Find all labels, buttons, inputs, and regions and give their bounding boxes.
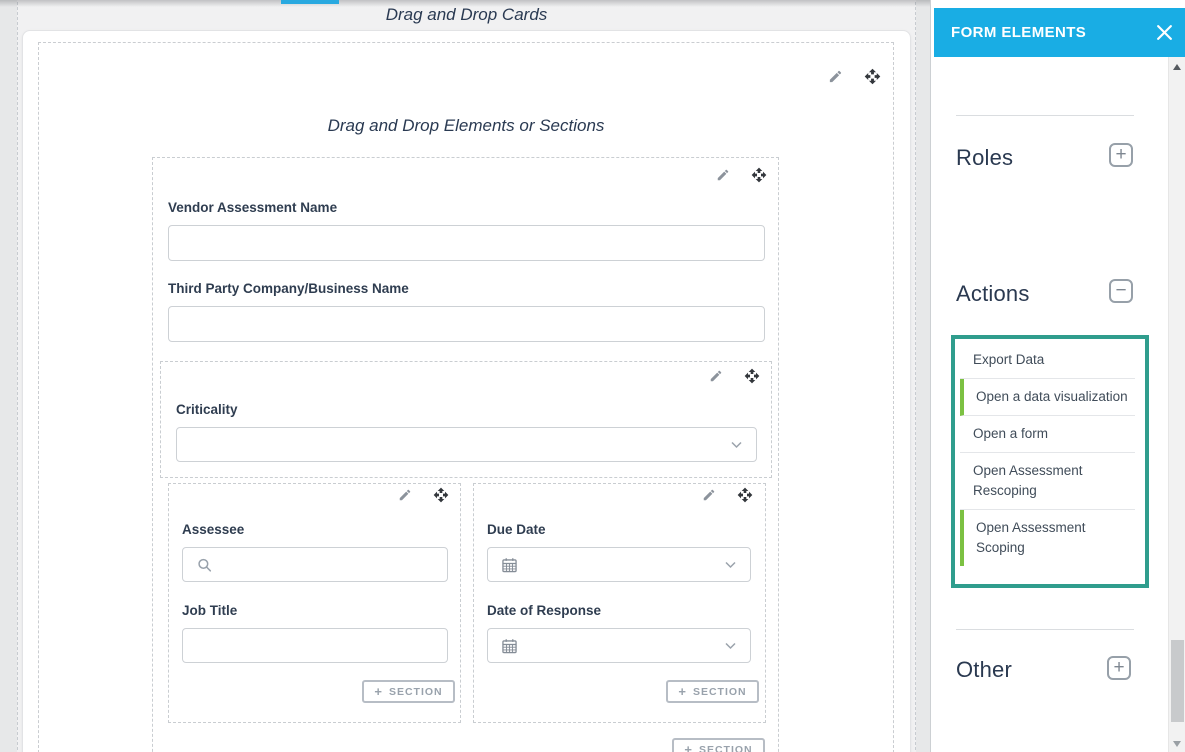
vendor-assessment-name-label: Vendor Assessment Name xyxy=(168,200,338,215)
edit-icon[interactable] xyxy=(702,488,716,502)
elements-dropzone[interactable] xyxy=(38,42,894,752)
calendar-icon xyxy=(502,557,517,572)
edit-icon[interactable] xyxy=(398,488,412,502)
close-icon[interactable] xyxy=(1156,24,1173,41)
section-vendor-info[interactable] xyxy=(152,157,779,752)
active-tab-underline xyxy=(281,0,339,4)
scroll-up-icon[interactable] xyxy=(1173,64,1181,70)
criticality-select[interactable] xyxy=(176,427,757,462)
edit-icon[interactable] xyxy=(709,369,723,383)
date-of-response-input[interactable] xyxy=(487,628,751,663)
criticality-label: Criticality xyxy=(176,402,238,417)
third-party-company-input[interactable] xyxy=(168,306,765,342)
form-card xyxy=(22,30,911,752)
section-criticality[interactable] xyxy=(160,361,772,478)
section-handles xyxy=(702,487,753,503)
expand-icon[interactable]: + xyxy=(1107,656,1131,680)
calendar-icon xyxy=(502,638,517,653)
section-button-label: SECTION xyxy=(388,685,443,698)
panel-header: FORM ELEMENTS xyxy=(934,8,1185,57)
dropzone-hint: Drag and Drop Elements or Sections xyxy=(327,116,605,135)
chevron-down-icon xyxy=(725,642,736,649)
divider xyxy=(956,629,1134,630)
job-title-input[interactable] xyxy=(182,628,448,663)
move-icon[interactable] xyxy=(751,167,767,183)
action-item-open-assessment-scoping[interactable]: Open Assessment Scoping xyxy=(960,510,1135,566)
add-section-button[interactable]: + SECTION xyxy=(672,738,765,752)
move-icon[interactable] xyxy=(737,487,753,503)
edit-icon[interactable] xyxy=(716,168,730,182)
plus-icon: + xyxy=(678,684,687,699)
move-icon[interactable] xyxy=(744,368,760,384)
panel-title: FORM ELEMENTS xyxy=(951,24,1087,41)
section-button-label: SECTION xyxy=(692,685,747,698)
action-item-open-a-form[interactable]: Open a form xyxy=(960,416,1135,453)
date-of-response-label: Date of Response xyxy=(487,603,602,618)
panel-scrollbar[interactable] xyxy=(1168,57,1185,752)
action-item-open-assessment-rescoping[interactable]: Open Assessment Rescoping xyxy=(960,453,1135,510)
canvas-title: Drag and Drop Cards xyxy=(385,5,548,24)
card-handles xyxy=(828,68,881,85)
edit-icon[interactable] xyxy=(828,69,843,84)
add-section-button[interactable]: + SECTION xyxy=(362,680,455,703)
search-icon xyxy=(197,557,212,572)
plus-icon: + xyxy=(374,684,383,699)
section-dates[interactable] xyxy=(473,483,766,723)
due-date-input[interactable] xyxy=(487,547,751,582)
move-icon[interactable] xyxy=(864,68,881,85)
section-button-label: SECTION xyxy=(698,743,753,752)
job-title-label: Job Title xyxy=(182,603,238,618)
collapse-icon[interactable]: − xyxy=(1109,279,1133,303)
group-other-label[interactable]: Other xyxy=(956,657,1013,682)
section-handles xyxy=(716,167,767,183)
group-roles-label[interactable]: Roles xyxy=(956,145,1014,170)
third-party-company-label: Third Party Company/Business Name xyxy=(168,281,409,296)
scroll-down-icon[interactable] xyxy=(1173,741,1181,747)
assessee-label: Assessee xyxy=(182,522,245,537)
move-icon[interactable] xyxy=(433,487,449,503)
plus-icon: + xyxy=(684,742,693,752)
section-assessee[interactable] xyxy=(168,483,461,723)
divider xyxy=(956,115,1134,116)
chevron-down-icon xyxy=(731,441,742,448)
actions-list: Export Data Open a data visualization Op… xyxy=(955,339,1145,584)
add-section-button[interactable]: + SECTION xyxy=(666,680,759,703)
group-actions-label[interactable]: Actions xyxy=(956,281,1030,306)
section-handles xyxy=(709,368,760,384)
vendor-assessment-name-input[interactable] xyxy=(168,225,765,261)
due-date-label: Due Date xyxy=(487,522,546,537)
scrollbar-thumb[interactable] xyxy=(1171,640,1184,722)
action-item-export-data[interactable]: Export Data xyxy=(960,342,1135,379)
expand-icon[interactable]: + xyxy=(1109,143,1133,167)
form-elements-panel: FORM ELEMENTS Roles + Actions − Export D… xyxy=(930,0,1185,752)
assessee-search-input[interactable] xyxy=(182,547,448,582)
section-handles xyxy=(398,487,449,503)
action-item-open-data-visualization[interactable]: Open a data visualization xyxy=(960,379,1135,416)
chevron-down-icon xyxy=(725,561,736,568)
actions-highlight-box: Export Data Open a data visualization Op… xyxy=(951,335,1149,588)
